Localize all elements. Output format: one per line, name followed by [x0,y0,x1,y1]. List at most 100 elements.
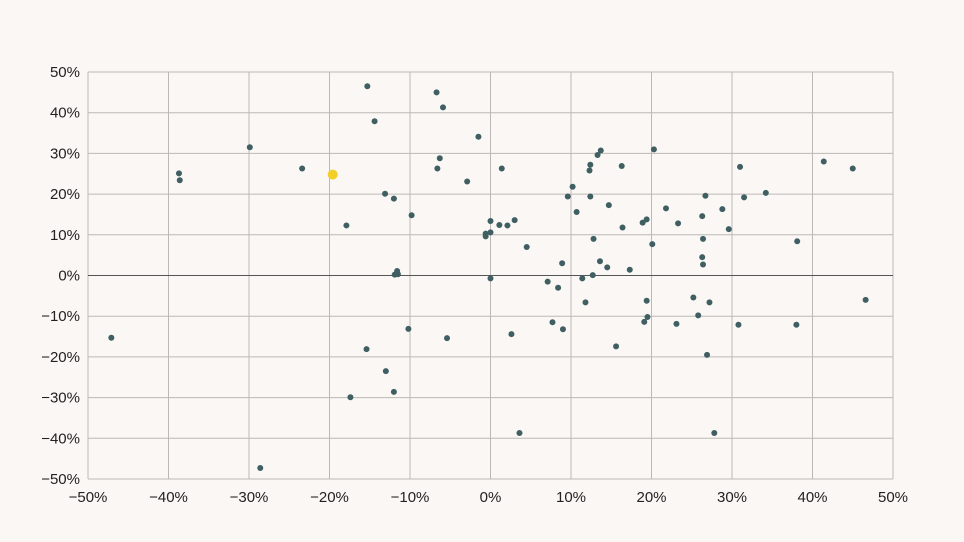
data-point [405,325,412,332]
data-point [673,320,680,327]
x-tick-label: 0% [480,489,502,506]
data-point [594,152,601,159]
data-point [862,296,869,303]
data-point [650,146,657,153]
x-tick-label: 50% [878,489,908,506]
data-point [394,271,401,278]
y-tick-label: −20% [41,349,80,366]
data-point [587,193,594,200]
data-point [555,284,562,291]
x-tick-label: −50% [69,489,108,506]
data-point [511,217,518,224]
data-point [108,334,115,341]
data-point [408,212,415,219]
data-point [364,83,371,90]
data-point [487,275,494,282]
data-point [176,177,183,184]
data-point [662,205,669,212]
data-point [735,321,742,328]
x-tick-label: 20% [636,489,666,506]
data-point [516,430,523,437]
data-point [440,104,447,111]
data-point [711,430,718,437]
data-point [589,272,596,279]
x-tick-label: 10% [556,489,586,506]
data-point [820,158,827,165]
data-point [523,244,530,251]
data-point [257,465,264,472]
data-point [643,216,650,223]
data-point [741,194,748,201]
data-point [436,155,443,162]
data-point [590,235,597,242]
data-point [487,217,494,224]
highlighted-data-point [327,169,338,180]
data-point [762,189,769,196]
data-point [382,190,389,197]
data-point [246,144,253,151]
data-point [619,224,626,231]
data-point [618,163,625,170]
y-tick-label: 40% [50,105,80,122]
data-point [299,165,306,172]
data-point [508,331,515,338]
data-point [702,192,709,199]
data-point [498,165,505,172]
x-axis-tick-labels: −50% −40% −30% −20% −10% 0% 10% 20% 30% 40% 50% [69,489,908,506]
data-point [644,314,651,321]
y-tick-label: 30% [50,145,80,162]
data-point [390,195,397,202]
data-point [482,230,489,237]
data-point [464,178,471,185]
x-tick-label: 40% [797,489,827,506]
data-point [794,238,801,245]
data-point [587,161,594,168]
data-point [382,368,389,375]
data-point [549,319,556,326]
data-point [699,213,706,220]
data-points [108,83,869,472]
x-tick-label: −10% [391,489,430,506]
data-point [569,183,576,190]
data-point [719,206,726,213]
data-point [700,235,707,242]
y-axis-tick-labels: −50% −40% −30% −20% −10% 0% 10% 20% 30% 40% 50% [41,64,80,488]
data-point [626,266,633,273]
data-point [582,299,589,306]
x-tick-label: −40% [149,489,188,506]
y-tick-label: −30% [41,390,80,407]
x-tick-label: 30% [717,489,747,506]
data-point [444,335,451,342]
y-tick-label: 20% [50,186,80,203]
data-point [643,297,650,304]
x-tick-label: −20% [310,489,349,506]
data-point [343,222,350,229]
data-point [496,222,503,229]
data-point [371,118,378,125]
data-point [706,299,713,306]
data-point [704,351,711,358]
data-point [700,261,707,268]
y-tick-label: 0% [58,268,80,285]
data-point [390,388,397,395]
data-point [649,241,656,248]
data-point [559,260,566,267]
data-point [639,219,646,226]
data-point [573,209,580,216]
data-point [725,226,732,233]
data-point [434,165,441,172]
data-point [559,326,566,333]
data-point [475,133,482,140]
data-point [175,170,182,177]
y-tick-label: 10% [50,227,80,244]
data-point [793,321,800,328]
data-point [699,254,706,261]
y-tick-label: −50% [41,471,80,488]
data-point [564,193,571,200]
data-point [433,89,440,96]
y-tick-label: 50% [50,64,80,81]
highlighted-points [327,169,338,180]
y-tick-label: −10% [41,308,80,325]
